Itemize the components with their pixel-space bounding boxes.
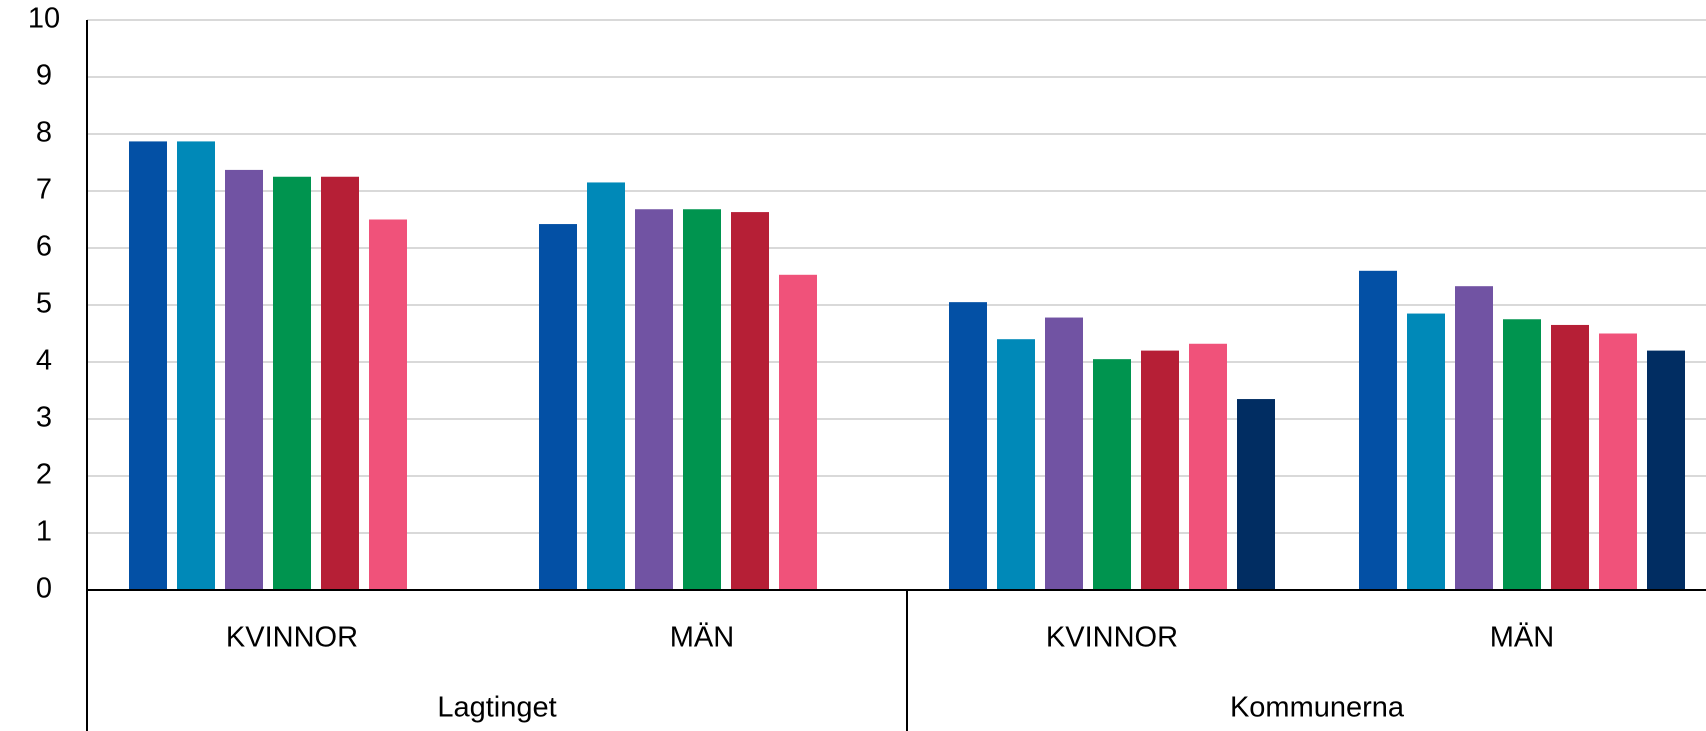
bar (129, 141, 167, 590)
bar (539, 224, 577, 590)
bar (1359, 270, 1397, 590)
bar (1647, 350, 1685, 590)
bar (369, 219, 407, 590)
bar (1189, 343, 1227, 590)
y-tick-label: 0 (36, 573, 52, 605)
bar (1045, 317, 1083, 590)
bar (587, 182, 625, 590)
bar (1237, 399, 1275, 590)
bar (635, 209, 673, 591)
bar (1141, 350, 1179, 590)
y-tick-label: 8 (36, 117, 52, 149)
bar (1407, 313, 1445, 590)
y-tick-label: 10 (28, 3, 60, 35)
bar (321, 176, 359, 590)
y-tick-label: 9 (36, 60, 52, 92)
bar (683, 209, 721, 591)
bar (997, 339, 1035, 590)
x-tick-label: MÄN (1490, 622, 1554, 654)
bar (779, 274, 817, 590)
y-tick-label: 3 (36, 402, 52, 434)
y-tick-label: 4 (36, 345, 52, 377)
bar (177, 141, 215, 590)
y-tick-label: 2 (36, 459, 52, 491)
bar (1455, 286, 1493, 590)
bar (1551, 324, 1589, 590)
y-tick-label: 7 (36, 174, 52, 206)
bar (225, 169, 263, 590)
x-tick-label: KVINNOR (226, 622, 358, 654)
y-tick-label: 1 (36, 516, 52, 548)
bar (731, 212, 769, 590)
group-label: Kommunerna (1230, 692, 1405, 724)
bar (1093, 359, 1131, 590)
y-tick-label: 6 (36, 231, 52, 263)
bar (949, 302, 987, 590)
bar (1599, 333, 1637, 590)
x-tick-label: MÄN (670, 622, 734, 654)
y-tick-label: 5 (36, 288, 52, 320)
group-label: Lagtinget (437, 692, 556, 724)
bar (1503, 319, 1541, 590)
x-tick-label: KVINNOR (1046, 622, 1178, 654)
bar (273, 176, 311, 590)
